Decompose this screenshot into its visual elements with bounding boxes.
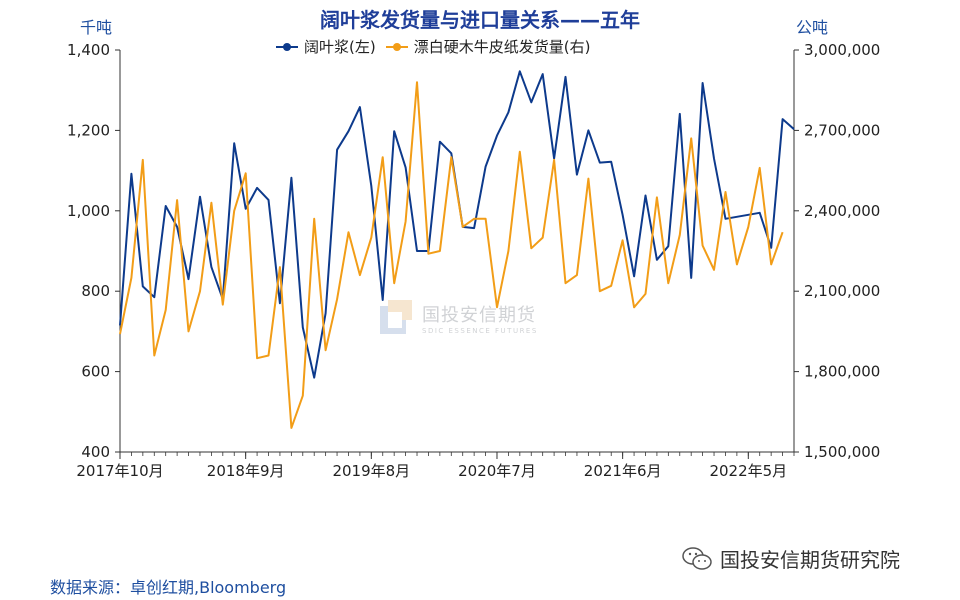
x-tick-label: 2021年6月 (584, 462, 662, 480)
legend-swatch-orange (385, 42, 408, 52)
legend-label-bhk-shipments: 漂白硬木牛皮纸发货量(右) (413, 38, 591, 56)
x-tick-label: 2018年9月 (207, 462, 285, 480)
right-tick-label: 2,700,000 (804, 121, 880, 139)
x-tick-label: 2022年5月 (709, 462, 787, 480)
legend-item-bhk-shipments: 漂白硬木牛皮纸发货量(右) (385, 36, 591, 57)
wechat-icon (682, 546, 712, 570)
left-axis-unit: 千吨 (80, 18, 113, 37)
left-tick-label: 800 (81, 282, 110, 300)
watermark: 国投安信期货 SDIC ESSENCE FUTURES (378, 298, 538, 338)
chart-title: 阔叶浆发货量与进口量关系——五年 (320, 8, 640, 32)
chart-legend: 阔叶浆(左) 漂白硬木牛皮纸发货量(右) (276, 36, 600, 57)
left-tick-label: 1,200 (67, 121, 110, 139)
left-tick-label: 600 (81, 363, 110, 381)
legend-label-hardwood-pulp: 阔叶浆(左) (304, 38, 376, 56)
right-tick-label: 2,100,000 (804, 282, 880, 300)
right-tick-label: 3,000,000 (804, 41, 880, 59)
watermark-en: SDIC ESSENCE FUTURES (422, 327, 538, 335)
x-tick-label: 2017年10月 (76, 462, 163, 480)
chart-series (119, 70, 795, 429)
series-line-bhk-shipments (119, 81, 784, 429)
wechat-label: 国投安信期货研究院 (720, 548, 900, 572)
chart-axes: 400 600 800 1,000 1,200 1,400 1,500,000 1,800,0… (67, 41, 880, 480)
right-tick-label: 2,400,000 (804, 202, 880, 220)
left-tick-label: 400 (81, 443, 110, 461)
left-tick-label: 1,000 (67, 202, 110, 220)
legend-item-hardwood-pulp: 阔叶浆(左) (276, 36, 376, 57)
right-tick-label: 1,500,000 (804, 443, 880, 461)
source-note: 数据来源：卓创红期,Bloomberg (50, 578, 287, 597)
watermark-logo-icon (380, 300, 412, 334)
watermark-cn: 国投安信期货 (422, 305, 536, 326)
wechat-attribution: 国投安信期货研究院 (682, 544, 900, 573)
right-tick-label: 1,800,000 (804, 363, 880, 381)
legend-swatch-blue (276, 42, 298, 52)
x-tick-label: 2019年8月 (332, 462, 410, 480)
right-axis-unit: 公吨 (796, 18, 829, 37)
x-tick-label: 2020年7月 (458, 462, 536, 480)
left-tick-label: 1,400 (67, 41, 110, 59)
